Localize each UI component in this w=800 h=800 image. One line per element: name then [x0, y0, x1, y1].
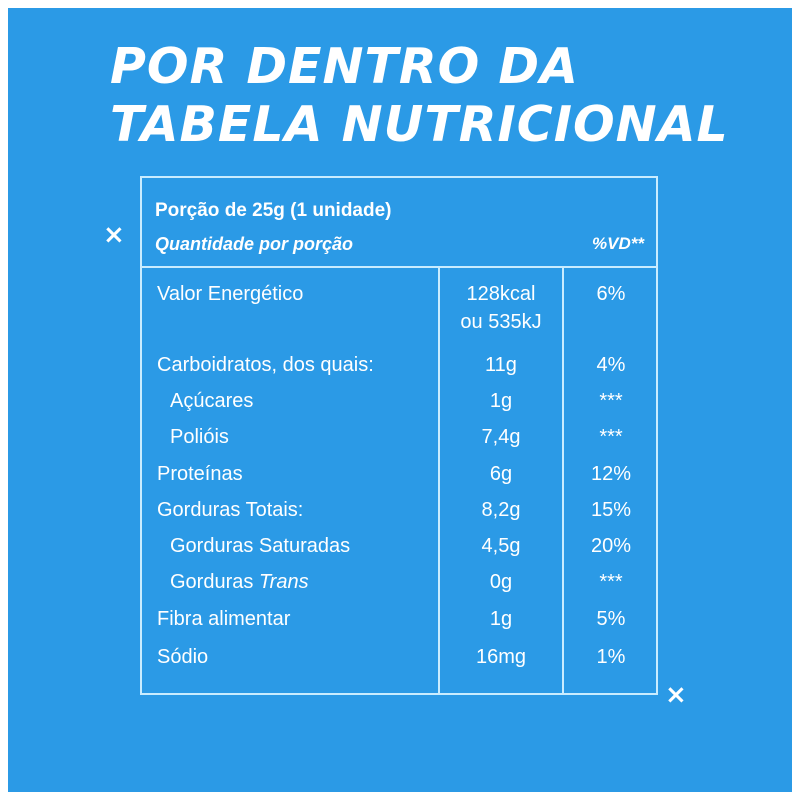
title-line-1: POR DENTRO DA — [110, 38, 579, 95]
title-line-2: TABELA NUTRICIONAL — [110, 96, 729, 153]
table-row: Proteínas 6g 12% — [142, 463, 656, 497]
nutrient-amount: 4,5g — [481, 535, 521, 557]
nutrient-amount: 6g — [489, 463, 513, 485]
cross-icon-left: × — [103, 220, 125, 250]
background-panel — [8, 8, 792, 792]
nutrient-amount: 1g — [489, 608, 513, 630]
table-row: Açúcares 1g *** — [142, 390, 656, 424]
nutrient-vd: *** — [599, 571, 623, 593]
nutrient-name: Polióis — [170, 426, 229, 448]
table-row: Carboidratos, dos quais: 11g 4% — [142, 354, 656, 388]
amount-kj: ou 535kJ — [460, 311, 542, 333]
column-divider — [438, 268, 440, 693]
nutrient-vd: 15% — [590, 499, 632, 521]
nutrient-name: Gorduras Trans — [170, 571, 309, 594]
table-row: Polióis 7,4g *** — [142, 426, 656, 460]
nutrient-name-italic: Trans — [258, 571, 309, 593]
nutrient-amount: 8,2g — [481, 499, 521, 521]
nutrient-name: Sódio — [157, 646, 209, 668]
nutrient-vd: *** — [599, 390, 623, 412]
nutrient-name: Gorduras Saturadas — [170, 535, 351, 557]
table-row: Sódio 16mg 1% — [142, 646, 656, 680]
nutrient-vd: *** — [599, 426, 623, 448]
nutrient-vd: 20% — [590, 535, 632, 557]
table-row: Gorduras Saturadas 4,5g 20% — [142, 535, 656, 569]
nutrient-name: Gorduras Totais: — [157, 499, 304, 521]
nutrient-vd: 1% — [596, 646, 626, 668]
table-row: Gorduras Totais: 8,2g 15% — [142, 499, 656, 533]
nutrient-amount: 11g — [485, 354, 517, 376]
quantity-per-portion-label: Quantidade por porção — [155, 234, 354, 254]
daily-value-label: %VD** — [592, 234, 644, 253]
page-title: POR DENTRO DA TABELA NUTRICIONAL — [110, 38, 729, 154]
amount-kcal: 128kcal — [466, 283, 536, 305]
nutrient-amount: 128kcal ou 535kJ — [440, 283, 562, 334]
nutrient-name: Açúcares — [170, 390, 254, 412]
column-divider — [562, 268, 564, 693]
table-row: Gorduras Trans 0g *** — [142, 571, 656, 605]
nutrient-name: Valor Energético — [157, 283, 304, 305]
nutrient-amount: 1g — [489, 390, 513, 412]
nutrient-name: Carboidratos, dos quais: — [157, 354, 374, 376]
nutrient-amount: 0g — [489, 571, 513, 593]
nutrient-vd: 4% — [596, 354, 626, 376]
table-row: Valor Energético 128kcal ou 535kJ 6% — [142, 283, 656, 343]
nutrient-name: Fibra alimentar — [157, 608, 291, 630]
portion-size: Porção de 25g (1 unidade) — [155, 200, 392, 221]
table-row: Fibra alimentar 1g 5% — [142, 608, 656, 642]
nutrient-vd: 12% — [590, 463, 632, 485]
nutrient-vd: 6% — [596, 283, 626, 305]
nutrition-table: Porção de 25g (1 unidade) Quantidade por… — [140, 176, 658, 695]
nutrient-vd: 5% — [596, 608, 626, 630]
nutrient-amount: 7,4g — [481, 426, 521, 448]
nutrient-name: Proteínas — [157, 463, 243, 485]
nutrient-amount: 16mg — [475, 646, 527, 668]
cross-icon-right: × — [665, 680, 687, 710]
table-header: Porção de 25g (1 unidade) Quantidade por… — [142, 178, 656, 268]
nutrient-name-prefix: Gorduras — [170, 571, 259, 593]
